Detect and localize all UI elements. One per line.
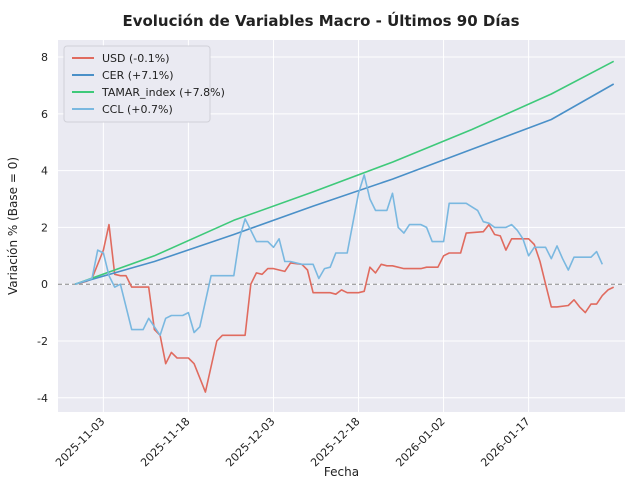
- legend: USD (-0.1%) CER (+7.1%) TAMAR_index (+7.8%…: [63, 45, 225, 123]
- y-tick-label: 2: [41, 221, 48, 234]
- y-tick-label: 0: [41, 278, 48, 291]
- x-tick-label: 2026-01-17: [478, 415, 532, 469]
- series-line-3: [74, 174, 604, 337]
- x-tick-label: 2026-01-02: [393, 415, 447, 469]
- legend-box: [63, 45, 211, 123]
- y-axis-label: Variación % (Base = 0): [6, 157, 20, 295]
- y-tick-label: 8: [41, 51, 48, 64]
- y-tick-labels: -4 -2 0 2 4 6 8: [37, 51, 48, 405]
- x-axis-label: Fecha: [324, 465, 359, 479]
- series-line-1: [74, 83, 615, 285]
- legend-label: CER (+7.1%): [102, 69, 174, 82]
- series-line-2: [74, 60, 615, 285]
- chart-title: Evolución de Variables Macro - Últimos 9…: [122, 11, 519, 30]
- y-tick-label: 4: [41, 165, 48, 178]
- y-tick-label: -4: [37, 392, 48, 405]
- x-tick-labels: 2025-11-03 2025-11-18 2025-12-03 2025-12-18…: [53, 415, 533, 469]
- y-tick-label: -2: [37, 335, 48, 348]
- legend-label: CCL (+0.7%): [102, 103, 173, 116]
- x-tick-label: 2025-11-18: [138, 415, 192, 469]
- legend-label: TAMAR_index (+7.8%): [101, 86, 225, 99]
- series-lines: [74, 60, 615, 393]
- y-tick-label: 6: [41, 108, 48, 121]
- legend-label: USD (-0.1%): [102, 52, 170, 65]
- x-tick-label: 2025-11-03: [53, 415, 107, 469]
- x-tick-label: 2025-12-03: [223, 415, 277, 469]
- x-tick-label: 2025-12-18: [308, 415, 362, 469]
